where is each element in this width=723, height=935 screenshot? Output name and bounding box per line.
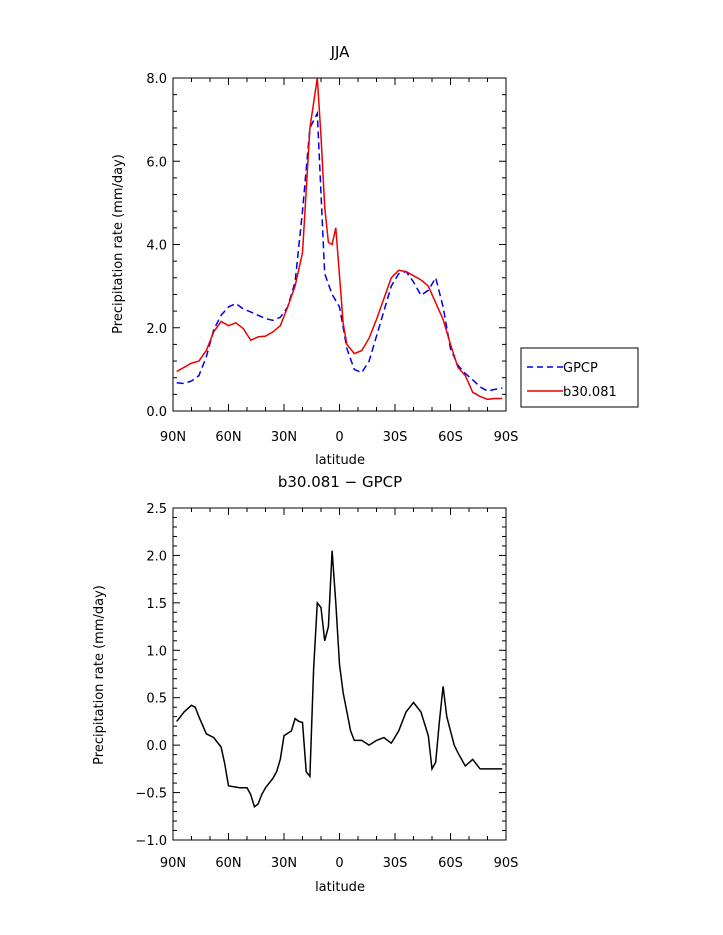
chart-title: JJA: [330, 43, 351, 61]
x-tick-label: 60N: [215, 430, 241, 445]
y-tick-label: 8.0: [146, 72, 167, 87]
x-tick-label: 60S: [438, 856, 463, 871]
series-line-gpcp: [176, 110, 503, 392]
plot-lines: [176, 77, 503, 401]
axis-ticks: 90N 60N 30N 0 30S 60S 90S −1.0 −0.5 0.0 0.5 1.0 1.5 2…: [135, 502, 518, 871]
legend: GPCP b30.081: [520, 347, 639, 408]
x-tick-label: 30S: [383, 856, 408, 871]
y-tick-label: 1.0: [146, 644, 167, 659]
x-tick-label: 90N: [160, 856, 186, 871]
x-tick-label: 90S: [494, 430, 519, 445]
x-tick-label: 30N: [271, 856, 297, 871]
legend-label-gpcp: GPCP: [563, 361, 598, 376]
x-tick-label: 90N: [160, 430, 186, 445]
series-line-b30-081: [176, 77, 503, 401]
y-axis-title: Precipitation rate (mm/day): [111, 154, 126, 334]
legend-label-b30-081: b30.081: [563, 385, 617, 400]
plot-frame: [172, 507, 507, 841]
y-tick-label: 4.0: [146, 239, 167, 254]
x-tick-label: 90S: [494, 856, 519, 871]
x-tick-label: 60S: [438, 430, 463, 445]
legend-box: [520, 347, 639, 408]
x-axis-title: latitude: [315, 453, 365, 468]
y-tick-label: 2.5: [146, 502, 167, 517]
y-tick-label: −0.5: [135, 787, 167, 802]
y-tick-label: 2.0: [146, 549, 167, 564]
y-axis-title: Precipitation rate (mm/day): [92, 585, 107, 765]
axis-ticks: 90N 60N 30N 0 30S 60S 90S 0.0 2.0 4.0 6.0 8.0: [146, 72, 518, 445]
x-tick-label: 30S: [383, 430, 408, 445]
plot-lines: [176, 550, 503, 809]
y-tick-label: −1.0: [135, 834, 167, 849]
y-tick-label: 0.0: [146, 405, 167, 420]
y-tick-label: 6.0: [146, 155, 167, 170]
y-tick-label: 1.5: [146, 597, 167, 612]
difference-line: [176, 550, 503, 809]
x-tick-label: 0: [335, 430, 343, 445]
jja-precipitation-chart: JJA latitude Precipitation rate (mm/day)…: [111, 43, 518, 468]
y-tick-label: 0.5: [146, 692, 167, 707]
plot-frame: [172, 77, 507, 412]
y-tick-label: 0.0: [146, 739, 167, 754]
y-tick-label: 2.0: [146, 322, 167, 337]
difference-chart: b30.081 − GPCP latitude Precipitation ra…: [92, 473, 518, 895]
x-axis-title: latitude: [315, 880, 365, 895]
chart-title: b30.081 − GPCP: [278, 473, 402, 491]
x-tick-label: 30N: [271, 430, 297, 445]
x-tick-label: 60N: [215, 856, 241, 871]
x-tick-label: 0: [335, 856, 343, 871]
